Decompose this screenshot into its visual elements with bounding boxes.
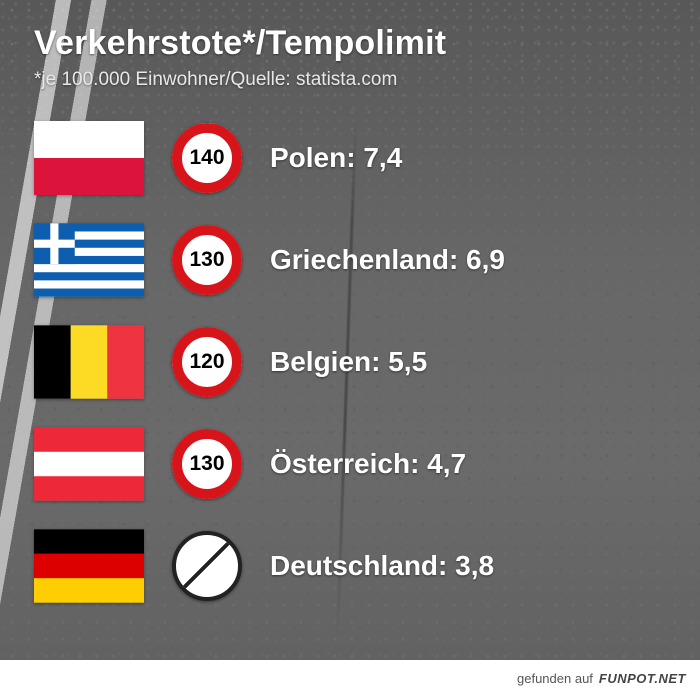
flag-poland <box>34 121 144 195</box>
flag-belgium <box>34 325 144 399</box>
country-label: Polen: 7,4 <box>270 142 402 174</box>
speed-sign-poland: 140 <box>172 123 242 193</box>
flag-austria <box>34 427 144 501</box>
speed-sign-germany-endlimit <box>172 531 242 601</box>
row-germany: Deutschland: 3,8 <box>34 529 670 603</box>
flag-germany <box>34 529 144 603</box>
page-subtitle: *je 100.000 Einwohner/Quelle: statista.c… <box>34 69 670 91</box>
infographic-canvas: Verkehrstote*/Tempolimit *je 100.000 Ein… <box>0 0 700 697</box>
endlimit-stripes-icon <box>176 535 238 597</box>
speed-limit-value: 130 <box>189 452 224 476</box>
country-label: Österreich: 4,7 <box>270 448 466 480</box>
footer-prefix: gefunden auf <box>517 671 593 686</box>
row-austria: 130 Österreich: 4,7 <box>34 427 670 501</box>
speed-limit-value: 140 <box>189 146 224 170</box>
row-poland: 140 Polen: 7,4 <box>34 121 670 195</box>
country-label: Deutschland: 3,8 <box>270 550 494 582</box>
row-greece: 130 Griechenland: 6,9 <box>34 223 670 297</box>
content-area: Verkehrstote*/Tempolimit *je 100.000 Ein… <box>0 0 700 603</box>
country-rows: 140 Polen: 7,4 <box>34 121 670 603</box>
speed-sign-greece: 130 <box>172 225 242 295</box>
speed-sign-austria: 130 <box>172 429 242 499</box>
country-label: Belgien: 5,5 <box>270 346 427 378</box>
speed-sign-belgium: 120 <box>172 327 242 397</box>
flag-greece <box>34 223 144 297</box>
country-label: Griechenland: 6,9 <box>270 244 505 276</box>
row-belgium: 120 Belgien: 5,5 <box>34 325 670 399</box>
footer-brand: FUNPOT.NET <box>599 671 686 686</box>
speed-limit-value: 120 <box>189 350 224 374</box>
page-title: Verkehrstote*/Tempolimit <box>34 24 670 63</box>
footer-strip: gefunden auf FUNPOT.NET <box>0 660 700 697</box>
speed-limit-value: 130 <box>189 248 224 272</box>
